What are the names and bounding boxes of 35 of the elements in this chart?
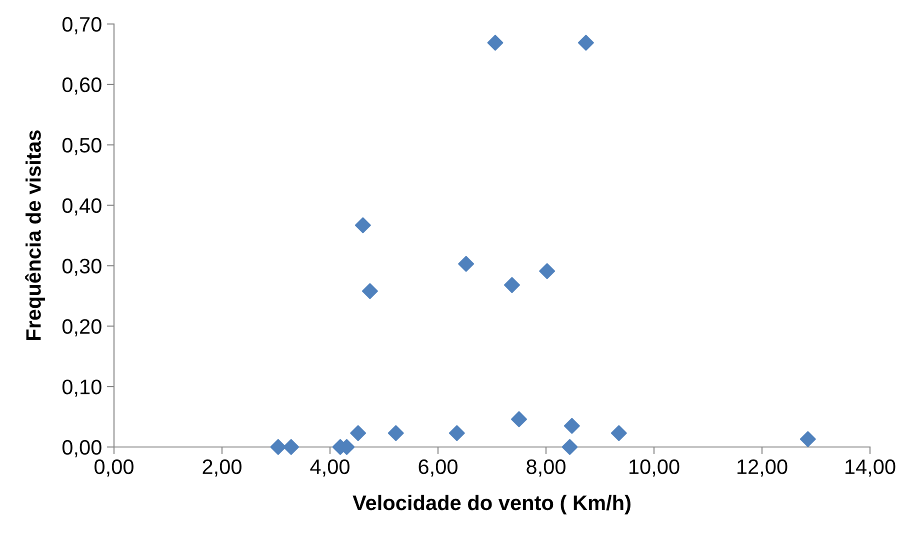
point (539, 263, 556, 280)
point (504, 277, 520, 294)
point (578, 34, 594, 51)
point (448, 425, 465, 442)
x-tick-label: 12,00 (738, 459, 788, 477)
point (487, 34, 504, 51)
x-tick-label: 0,00 (94, 459, 134, 477)
point (354, 217, 371, 234)
x-tick-label: 10,00 (630, 459, 680, 477)
y-tick-label: 0,30 (62, 258, 102, 276)
x-tick-label: 14,00 (846, 459, 896, 477)
y-tick-label: 0,20 (62, 319, 102, 336)
y-tick-label: 0,00 (62, 440, 102, 458)
point (564, 418, 580, 434)
point (562, 439, 578, 455)
point (362, 283, 378, 300)
y-tick-label: 0,70 (62, 17, 102, 34)
y-tick-label: 0,10 (62, 380, 102, 397)
point (511, 411, 527, 428)
x-axis-title: Velocidade do vento ( Km/h) (352, 494, 630, 514)
y-tick-label: 0,60 (62, 77, 102, 95)
y-tick-label: 0,50 (62, 138, 102, 156)
point (610, 425, 627, 442)
point (458, 256, 474, 272)
y-axis-title: Frequência de visitas (25, 130, 45, 340)
point (283, 439, 300, 455)
x-tick-label: 2,00 (202, 459, 242, 477)
point (270, 439, 286, 455)
x-tick-label: 6,00 (418, 459, 458, 477)
point (800, 431, 816, 448)
x-tick-label: 4,00 (310, 459, 350, 477)
point (350, 425, 366, 442)
x-tick-label: 8,00 (526, 459, 566, 477)
point (388, 425, 404, 442)
y-tick-label: 0,40 (62, 198, 102, 216)
